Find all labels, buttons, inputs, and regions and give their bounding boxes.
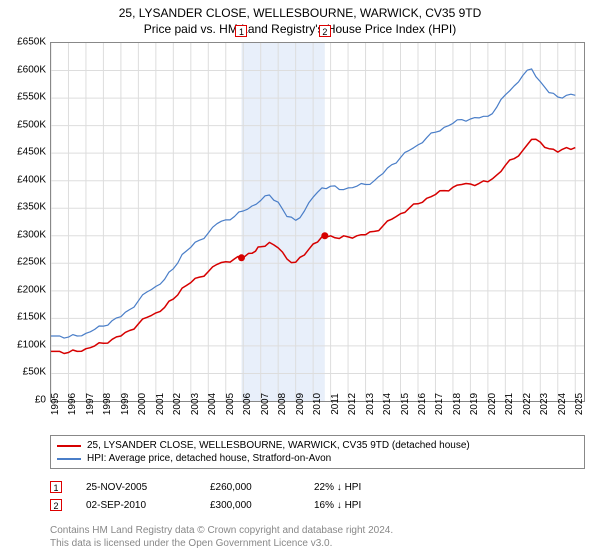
footer-line: This data is licensed under the Open Gov… bbox=[50, 537, 393, 550]
x-axis-tick: 2025 bbox=[574, 393, 585, 415]
x-axis-tick: 1996 bbox=[67, 393, 78, 415]
sale-row: 2 02-SEP-2010 £300,000 16% ↓ HPI bbox=[50, 496, 374, 514]
x-axis-tick: 1999 bbox=[120, 393, 131, 415]
x-axis-tick: 2005 bbox=[225, 393, 236, 415]
x-axis-tick: 2018 bbox=[452, 393, 463, 415]
y-axis-tick: £250K bbox=[17, 257, 46, 268]
x-axis-tick: 2002 bbox=[172, 393, 183, 415]
y-axis-tick: £550K bbox=[17, 92, 46, 103]
y-axis-tick: £150K bbox=[17, 312, 46, 323]
sale-delta: 16% ↓ HPI bbox=[314, 500, 374, 511]
x-axis-tick: 2017 bbox=[434, 393, 445, 415]
chart-title-line1: 25, LYSANDER CLOSE, WELLESBOURNE, WARWIC… bbox=[0, 0, 600, 20]
legend-swatch bbox=[57, 445, 81, 447]
x-axis-tick: 2000 bbox=[137, 393, 148, 415]
x-axis-tick: 2009 bbox=[295, 393, 306, 415]
x-axis-tick: 2010 bbox=[312, 393, 323, 415]
x-axis-tick: 2014 bbox=[382, 393, 393, 415]
sale-price: £260,000 bbox=[210, 482, 290, 493]
y-axis-tick: £100K bbox=[17, 339, 46, 350]
y-axis-tick: £400K bbox=[17, 174, 46, 185]
sale-marker-icon: 2 bbox=[50, 499, 62, 511]
y-axis-tick: £450K bbox=[17, 147, 46, 158]
sales-table: 1 25-NOV-2005 £260,000 22% ↓ HPI 2 02-SEP-201… bbox=[50, 478, 374, 514]
x-axis-tick: 1998 bbox=[102, 393, 113, 415]
legend-item: 25, LYSANDER CLOSE, WELLESBOURNE, WARWIC… bbox=[57, 439, 578, 452]
x-axis-tick: 2020 bbox=[487, 393, 498, 415]
sale-marker-2: 2 bbox=[319, 25, 331, 37]
x-axis-tick: 2012 bbox=[347, 393, 358, 415]
y-axis-tick: £650K bbox=[17, 37, 46, 48]
x-axis-tick: 2016 bbox=[417, 393, 428, 415]
chart-plot-area: 12 bbox=[50, 42, 585, 402]
sale-date: 02-SEP-2010 bbox=[86, 500, 186, 511]
x-axis-tick: 2011 bbox=[330, 393, 341, 415]
chart-title-line2: Price paid vs. HM Land Registry's House … bbox=[0, 20, 600, 40]
y-axis-tick: £200K bbox=[17, 284, 46, 295]
legend-label: 25, LYSANDER CLOSE, WELLESBOURNE, WARWIC… bbox=[87, 440, 470, 451]
sale-price: £300,000 bbox=[210, 500, 290, 511]
y-axis-tick: £600K bbox=[17, 64, 46, 75]
legend-item: HPI: Average price, detached house, Stra… bbox=[57, 452, 578, 465]
x-axis-tick: 2019 bbox=[469, 393, 480, 415]
sale-marker-1: 1 bbox=[235, 25, 247, 37]
x-axis-tick: 2021 bbox=[504, 393, 515, 415]
x-axis-tick: 1997 bbox=[85, 393, 96, 415]
x-axis-tick: 1995 bbox=[50, 393, 61, 415]
legend: 25, LYSANDER CLOSE, WELLESBOURNE, WARWIC… bbox=[50, 435, 585, 469]
x-axis-tick: 2015 bbox=[400, 393, 411, 415]
sale-delta: 22% ↓ HPI bbox=[314, 482, 374, 493]
sale-row: 1 25-NOV-2005 £260,000 22% ↓ HPI bbox=[50, 478, 374, 496]
legend-label: HPI: Average price, detached house, Stra… bbox=[87, 453, 331, 464]
x-axis-tick: 2003 bbox=[190, 393, 201, 415]
x-axis-tick: 2022 bbox=[522, 393, 533, 415]
y-axis-tick: £300K bbox=[17, 229, 46, 240]
sale-marker-icon: 1 bbox=[50, 481, 62, 493]
x-axis-tick: 2006 bbox=[242, 393, 253, 415]
y-axis-tick: £500K bbox=[17, 119, 46, 130]
x-axis-tick: 2001 bbox=[155, 393, 166, 415]
chart-svg bbox=[51, 43, 584, 401]
legend-swatch bbox=[57, 458, 81, 460]
footer-attribution: Contains HM Land Registry data © Crown c… bbox=[50, 524, 393, 550]
y-axis-tick: £350K bbox=[17, 202, 46, 213]
footer-line: Contains HM Land Registry data © Crown c… bbox=[50, 524, 393, 537]
y-axis-tick: £0 bbox=[35, 395, 46, 406]
sale-date: 25-NOV-2005 bbox=[86, 482, 186, 493]
x-axis-tick: 2007 bbox=[260, 393, 271, 415]
x-axis-tick: 2004 bbox=[207, 393, 218, 415]
y-axis-tick: £50K bbox=[23, 367, 46, 378]
x-axis-tick: 2024 bbox=[557, 393, 568, 415]
x-axis-tick: 2008 bbox=[277, 393, 288, 415]
x-axis-tick: 2023 bbox=[539, 393, 550, 415]
x-axis-tick: 2013 bbox=[365, 393, 376, 415]
